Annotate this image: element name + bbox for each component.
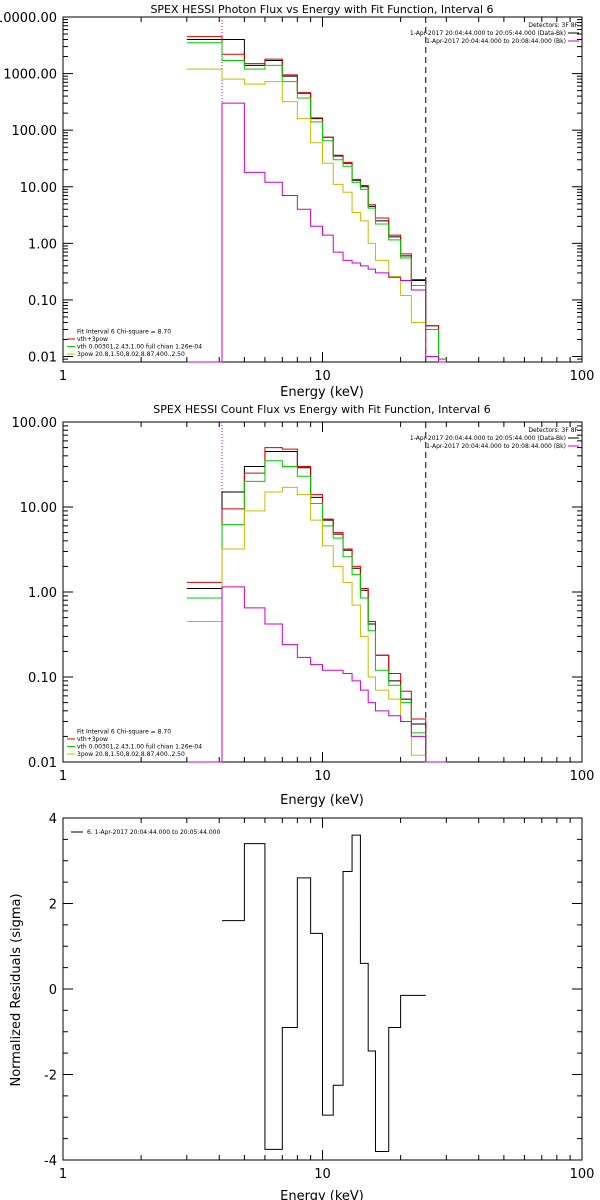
y-tick-label: 0.01 bbox=[28, 756, 57, 771]
x-axis-label: Energy (keV) bbox=[280, 1189, 364, 1200]
fit-label: vth 0.00301,2.43,1.00 full chian 1.26e-0… bbox=[77, 744, 202, 751]
series-line bbox=[186, 36, 447, 360]
series-line bbox=[186, 447, 447, 763]
header-label: 6. 1-Apr-2017 20:04:44.000 to 20:05:44.0… bbox=[87, 829, 220, 836]
plot-frame bbox=[62, 16, 583, 363]
x-axis-label: Energy (keV) bbox=[280, 385, 364, 400]
header-label: Detectors: 3F 8F bbox=[528, 427, 578, 434]
x-tick-label: 1 bbox=[59, 1167, 67, 1182]
fit-label: 3pow 20.8,1.50,8.02,8.87,400.,2.50 bbox=[77, 751, 185, 758]
y-tick-label: -4 bbox=[44, 1154, 57, 1169]
header-label: Detectors: 3F 8F bbox=[528, 22, 578, 29]
y-tick-label: 1000.00 bbox=[3, 68, 57, 83]
x-tick-label: 10 bbox=[314, 369, 331, 384]
header-label: 1-Apr-2017 20:04:44.000 to 20:05:44.000 … bbox=[410, 30, 566, 37]
y-tick-label: 4 bbox=[49, 812, 57, 827]
y-tick-label: 100.00 bbox=[12, 416, 58, 431]
x-tick-label: 100 bbox=[570, 769, 595, 784]
y-tick-label: 10.00 bbox=[20, 181, 57, 196]
count-flux-panel: SPEX HESSI Count Flux vs Energy with Fit… bbox=[12, 403, 595, 808]
y-tick-label: -2 bbox=[44, 1069, 57, 1084]
panel-title: SPEX HESSI Count Flux vs Energy with Fit… bbox=[153, 403, 490, 416]
y-tick-label: 0.10 bbox=[28, 294, 57, 309]
y-tick-label: 0.10 bbox=[28, 671, 57, 686]
y-tick-label: 2 bbox=[49, 898, 57, 913]
fit-label: Fit Interval 6 Chi-square = 8.70 bbox=[77, 729, 171, 736]
series-line bbox=[186, 486, 447, 763]
y-tick-label: 1.00 bbox=[28, 237, 57, 252]
header-label: 1-Apr-2017 20:04:44.000 to 20:08:44.000 … bbox=[426, 443, 566, 450]
series-line bbox=[186, 42, 447, 360]
fit-label: vth+3pow bbox=[77, 336, 108, 343]
x-tick-label: 10 bbox=[314, 769, 331, 784]
residuals-panel: Energy (keV) Normalized Residuals (sigma… bbox=[9, 812, 594, 1200]
x-tick-label: 100 bbox=[570, 369, 595, 384]
y-tick-label: 10000.00 bbox=[0, 11, 57, 26]
header-label: 1-Apr-2017 20:04:44.000 to 20:05:44.000 … bbox=[410, 435, 566, 442]
y-tick-label: 100.00 bbox=[12, 124, 58, 139]
y-tick-label: 0 bbox=[49, 983, 57, 998]
y-tick-label: 10.00 bbox=[20, 501, 57, 516]
x-tick-label: 1 bbox=[59, 769, 67, 784]
series-line bbox=[186, 39, 447, 363]
series-line bbox=[186, 102, 447, 363]
x-tick-label: 1 bbox=[59, 369, 67, 384]
y-tick-label: 1.00 bbox=[28, 586, 57, 601]
y-axis-label: Normalized Residuals (sigma) bbox=[9, 893, 24, 1086]
fit-label: vth+3pow bbox=[77, 736, 108, 743]
series-line bbox=[186, 586, 447, 763]
header-label: 1-Apr-2017 20:04:44.000 to 20:08:44.000 … bbox=[426, 38, 566, 45]
photon-flux-panel: SPEX HESSI Photon Flux vs Energy with Fi… bbox=[0, 3, 594, 400]
series-line bbox=[186, 460, 447, 763]
panel-title: SPEX HESSI Photon Flux vs Energy with Fi… bbox=[150, 3, 493, 16]
fit-label: vth 0.00301,2.43,1.00 full chian 1.26e-0… bbox=[77, 344, 202, 351]
y-tick-label: 0.01 bbox=[28, 351, 57, 366]
x-tick-label: 100 bbox=[570, 1167, 595, 1182]
plot-frame bbox=[62, 421, 583, 763]
series-line bbox=[222, 834, 426, 1152]
fit-label: Fit Interval 6 Chi-square = 8.70 bbox=[77, 329, 171, 336]
fit-label: 3pow 20.8,1.50,8.02,8.87,400.,2.50 bbox=[77, 351, 185, 358]
x-tick-label: 10 bbox=[314, 1167, 331, 1182]
x-axis-label: Energy (keV) bbox=[280, 793, 364, 808]
series-line bbox=[186, 68, 447, 363]
series-line bbox=[186, 450, 447, 763]
